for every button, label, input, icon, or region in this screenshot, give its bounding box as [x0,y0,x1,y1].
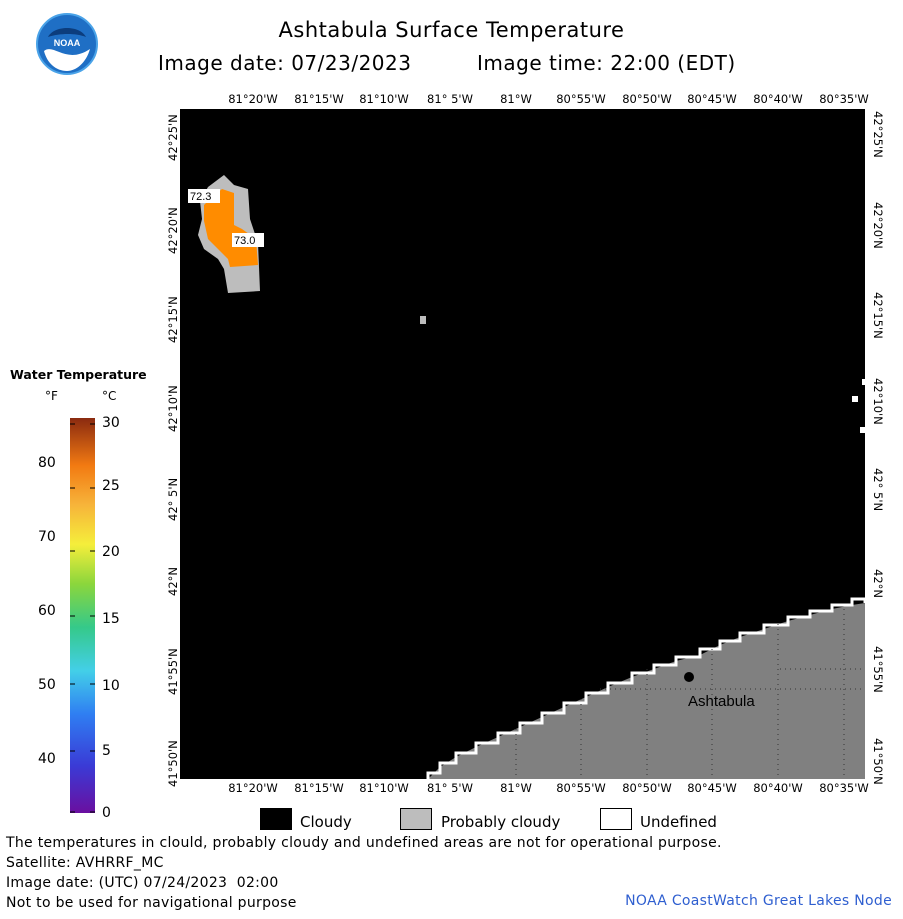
lon-label: 80°40'W [753,781,803,795]
undefined-speck [420,316,426,324]
lat-label: 42°20'N [871,202,885,249]
f-tick: 50 [38,677,56,693]
city-label: Ashtabula [688,693,755,710]
lon-label: 80°45'W [687,781,737,795]
land-area [428,603,865,779]
lat-label: 42°15'N [166,296,180,343]
noaa-logo: NOAA [36,13,98,75]
logo-text: NOAA [54,38,81,48]
coastline [426,597,865,779]
lon-label: 80°55'W [556,92,606,106]
cloudy-label: Cloudy [300,813,352,831]
lon-label: 81° 5'W [427,92,473,106]
temp-label-box [232,233,264,247]
lon-label: 81°15'W [294,781,344,795]
temp-label-box [188,189,220,203]
lon-label: 80°40'W [753,92,803,106]
utc-date: Image date: (UTC) 07/24/2023 02:00 [6,875,279,891]
temp-label: 72.3 [190,191,211,203]
satellite-info: Satellite: AVHRRF_MC [6,855,164,871]
c-tick: 0 [102,805,111,821]
undefined-label: Undefined [640,813,717,831]
lon-label: 80°35'W [819,781,869,795]
lat-label: 42°25'N [871,111,885,158]
lon-label: 80°35'W [819,92,869,106]
lat-label: 42°25'N [166,114,180,161]
lon-label: 80°50'W [622,92,672,106]
c-tick: 5 [102,743,111,759]
c-tick: 30 [102,415,120,431]
lon-label: 81°10'W [359,781,409,795]
city-marker [684,672,694,682]
f-tick: 60 [38,603,56,619]
c-tick: 20 [102,544,120,560]
lon-label: 81°10'W [359,92,409,106]
temp-label: 73.0 [234,235,255,247]
lon-label: 80°55'W [556,781,606,795]
lat-label: 41°50'N [166,740,180,787]
color-scale-bar [70,418,95,813]
navigation-warning: Not to be used for navigational purpose [6,895,297,911]
legend-title: Water Temperature [10,367,147,382]
undefined-speck [862,379,865,385]
f-tick: 80 [38,455,56,471]
cloudy-swatch [260,808,292,830]
lat-label: 42°20'N [166,207,180,254]
lat-label: 42° 5'N [871,468,885,512]
warm-water-area [204,189,258,267]
undefined-speck [860,427,865,433]
lon-label: 81°20'W [228,92,278,106]
image-time: Image time: 22:00 (EDT) [477,51,736,75]
unit-fahrenheit: °F [45,389,58,403]
c-tick: 10 [102,678,120,694]
graticule [515,609,865,779]
lat-label: 41°50'N [871,738,885,785]
lat-label: 41°55'N [871,646,885,693]
lon-label: 81°15'W [294,92,344,106]
lon-label: 81°W [500,92,532,106]
lat-label: 42°N [871,569,885,598]
c-tick: 25 [102,478,120,494]
f-tick: 40 [38,751,56,767]
temperature-map: 72.3 73.0 Ashtabula [180,109,865,779]
lon-label: 81°W [500,781,532,795]
f-tick: 70 [38,529,56,545]
probably-cloudy-swatch [400,808,432,830]
undefined-speck [852,396,858,402]
credit-link[interactable]: NOAA CoastWatch Great Lakes Node [625,893,892,909]
lat-label: 42°10'N [166,385,180,432]
lon-label: 81°20'W [228,781,278,795]
unit-celsius: °C [102,389,117,403]
lon-label: 81° 5'W [427,781,473,795]
lat-label: 41°55'N [166,648,180,695]
lat-label: 42°15'N [871,292,885,339]
image-date: Image date: 07/23/2023 [158,51,412,75]
lat-label: 42° 5'N [166,477,180,521]
lat-label: 42°10'N [871,378,885,425]
operational-warning: The temperatures in clould, probably clo… [6,835,722,851]
page-title: Ashtabula Surface Temperature [278,18,625,42]
lon-label: 80°50'W [622,781,672,795]
undefined-swatch [600,808,632,830]
lon-label: 80°45'W [687,92,737,106]
lat-label: 42°N [166,567,180,596]
probably-cloudy-label: Probably cloudy [441,813,561,831]
c-tick: 15 [102,611,120,627]
